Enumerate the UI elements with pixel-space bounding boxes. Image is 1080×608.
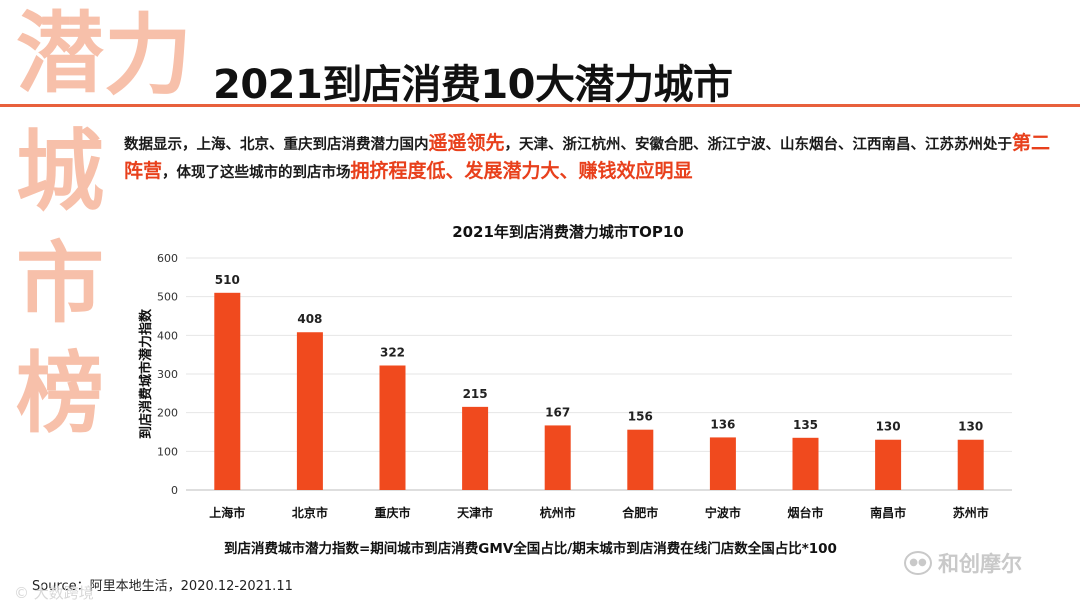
title-divider (0, 104, 1080, 107)
bar (379, 365, 406, 490)
source-note: Source：阿里本地生活，2020.12-2021.11 (32, 579, 293, 594)
description: 数据显示，上海、北京、重庆到店消费潜力国内遥遥领先，天津、浙江杭州、安徽合肥、浙… (124, 130, 1064, 186)
description-text: ，天津、浙江杭州、安徽合肥、浙江宁波、山东烟台、江西南昌、江苏苏州处于 (504, 137, 1013, 153)
x-tick-label: 上海市 (209, 505, 245, 520)
watermark-left: © 大数跨境 (14, 584, 94, 602)
wechat-icon: ●● (904, 551, 932, 575)
bar (875, 439, 902, 490)
x-tick-label: 烟台市 (787, 505, 823, 520)
description-highlight: 拥挤程度低、发展潜力大、赚钱效应明显 (350, 160, 693, 182)
bar (792, 437, 819, 490)
page-title: 2021到店消费10大潜力城市 (213, 62, 733, 108)
x-tick-label: 天津市 (457, 505, 493, 520)
description-text: 数据显示，上海、北京、重庆到店消费潜力国内 (124, 137, 429, 153)
side-title-char: 力 (103, 4, 192, 107)
data-label: 408 (297, 312, 322, 326)
data-label: 130 (876, 420, 901, 434)
data-label: 215 (463, 387, 488, 401)
chart-title: 2021年到店消费潜力城市TOP10 (452, 223, 684, 241)
y-axis-label: 到店消费城市潜力指数 (138, 308, 154, 439)
side-title-char: 榜 (15, 342, 104, 445)
side-title-char: 潜 (15, 2, 104, 105)
bar (544, 425, 571, 490)
description-text: ，体现了这些城市的到店市场 (162, 165, 351, 181)
y-tick-label: 0 (171, 484, 178, 497)
bar (627, 429, 654, 490)
data-label: 322 (380, 345, 405, 359)
index-formula: 到店消费城市潜力指数=期间城市到店消费GMV全国占比/期末城市到店消费在线门店数… (224, 541, 837, 557)
bar (957, 439, 984, 490)
watermark-right: ●● 和创摩尔 (904, 548, 1022, 578)
x-tick-label: 杭州市 (540, 505, 576, 520)
x-tick-label: 苏州市 (953, 505, 989, 520)
data-label: 130 (958, 420, 983, 434)
description-highlight: 第二阵营 (124, 132, 1051, 182)
bar (214, 292, 241, 490)
data-label: 156 (628, 410, 653, 424)
y-tick-label: 400 (157, 329, 178, 342)
bar (462, 406, 489, 490)
data-label: 136 (710, 417, 735, 431)
x-tick-label: 合肥市 (622, 505, 658, 520)
description-highlight: 遥遥领先 (428, 132, 505, 154)
y-tick-label: 500 (157, 291, 178, 304)
bar (296, 332, 323, 490)
x-tick-label: 宁波市 (705, 505, 741, 520)
x-tick-label: 重庆市 (374, 505, 410, 520)
data-label: 510 (215, 273, 240, 287)
y-tick-label: 100 (157, 445, 178, 458)
data-label: 135 (793, 418, 818, 432)
data-label: 167 (545, 405, 570, 419)
bar (709, 437, 736, 490)
x-tick-label: 南昌市 (870, 505, 906, 520)
y-tick-label: 600 (157, 252, 178, 265)
side-title-char: 市 (15, 232, 104, 335)
watermark-right-text: 和创摩尔 (938, 552, 1022, 576)
y-tick-label: 300 (157, 368, 178, 381)
y-tick-label: 200 (157, 407, 178, 420)
side-title-char: 城 (15, 120, 104, 223)
x-tick-label: 北京市 (292, 505, 328, 520)
